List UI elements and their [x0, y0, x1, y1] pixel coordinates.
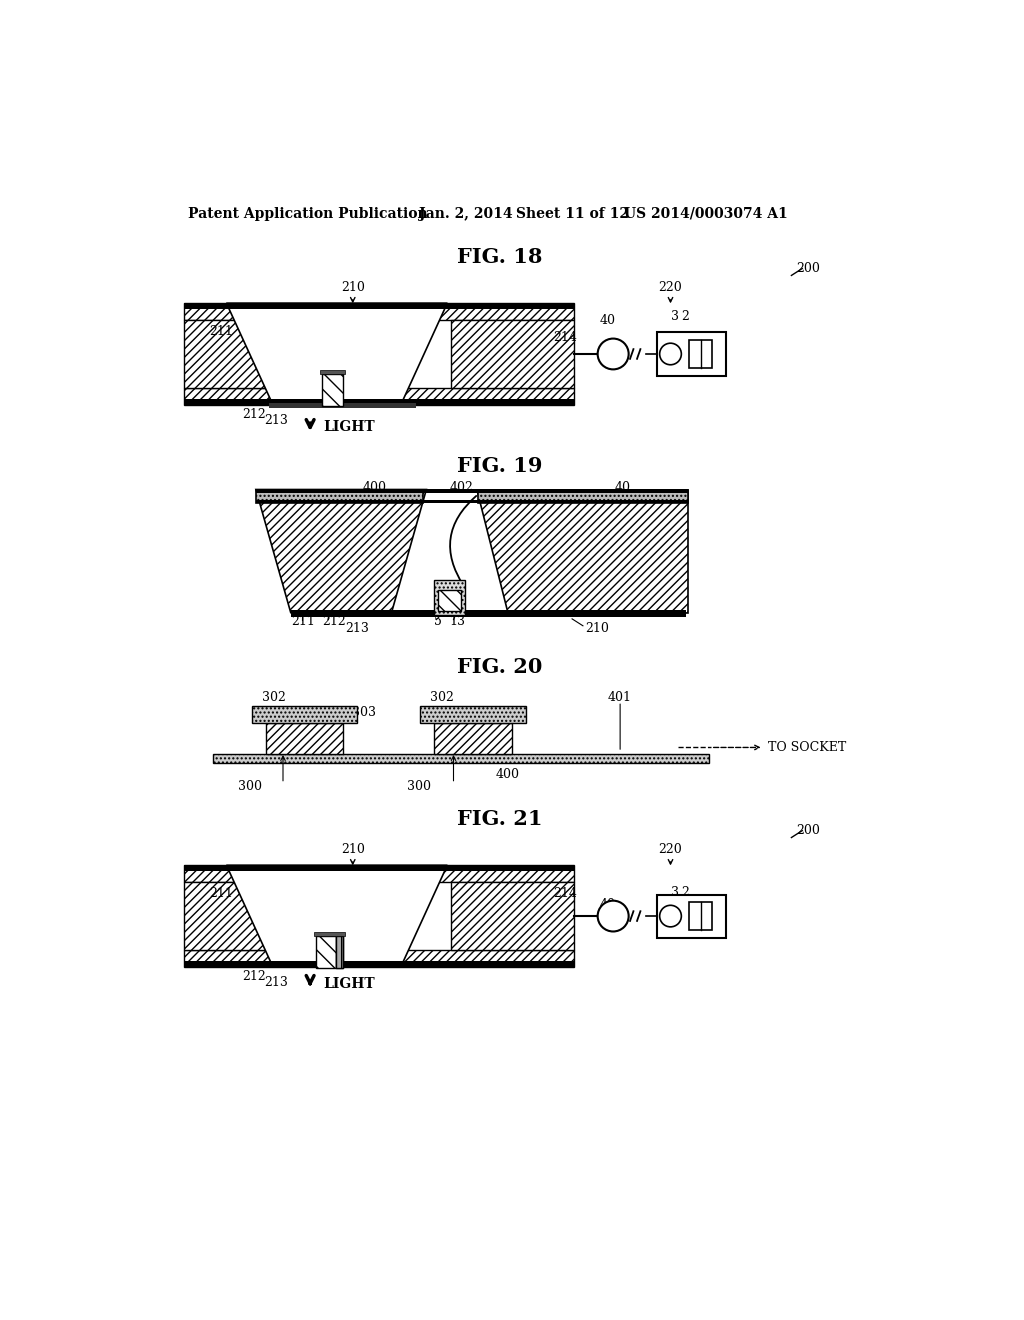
Bar [256, 500, 687, 503]
Bar [438, 590, 461, 611]
Text: Jan. 2, 2014: Jan. 2, 2014 [419, 207, 512, 220]
Text: 200: 200 [796, 261, 820, 275]
Text: 212: 212 [242, 408, 265, 421]
Circle shape [659, 906, 681, 927]
Bar [183, 304, 573, 321]
Bar [420, 706, 525, 723]
Bar [656, 895, 726, 937]
Text: 303: 303 [352, 706, 377, 719]
Polygon shape [183, 321, 335, 388]
Bar [183, 866, 573, 871]
Text: 40: 40 [599, 898, 615, 911]
Bar [434, 723, 512, 754]
Text: Sheet 11 of 12: Sheet 11 of 12 [515, 207, 629, 220]
Bar [183, 950, 573, 966]
Text: 200: 200 [796, 824, 820, 837]
Text: 13: 13 [450, 615, 466, 628]
Polygon shape [452, 321, 573, 388]
Bar [689, 903, 713, 929]
Bar [689, 341, 713, 368]
Polygon shape [226, 866, 447, 966]
Text: FIG. 18: FIG. 18 [458, 247, 543, 267]
Text: 211: 211 [209, 325, 233, 338]
Polygon shape [183, 882, 335, 950]
Bar [478, 490, 687, 503]
Bar [256, 488, 687, 492]
Circle shape [598, 339, 629, 370]
Text: 214: 214 [553, 330, 577, 343]
Text: 5: 5 [434, 615, 442, 628]
Text: 211: 211 [209, 887, 233, 900]
Bar [322, 374, 343, 407]
Text: 300: 300 [239, 780, 262, 793]
Text: 302: 302 [262, 690, 286, 704]
Text: LIGHT: LIGHT [324, 420, 375, 434]
Polygon shape [256, 490, 426, 612]
Bar [183, 399, 573, 405]
Text: FIG. 20: FIG. 20 [458, 656, 543, 677]
Text: 213: 213 [264, 413, 289, 426]
Bar [252, 706, 357, 723]
Text: 401: 401 [608, 690, 632, 704]
Polygon shape [477, 490, 687, 612]
Text: 13: 13 [325, 312, 341, 325]
Bar [321, 370, 345, 374]
Text: 3a: 3a [318, 874, 334, 887]
Bar [269, 404, 417, 408]
Text: 2: 2 [681, 310, 689, 323]
Bar [183, 304, 573, 309]
Text: 2: 2 [681, 887, 689, 899]
Bar [183, 961, 573, 966]
Circle shape [598, 900, 629, 932]
Bar [256, 490, 423, 503]
Polygon shape [452, 882, 573, 950]
Text: FIG. 21: FIG. 21 [458, 809, 543, 829]
Text: 400: 400 [362, 482, 386, 495]
Text: 3: 3 [671, 887, 679, 899]
Text: 213: 213 [345, 622, 369, 635]
Bar [183, 866, 573, 882]
Text: TO SOCKET: TO SOCKET [768, 741, 847, 754]
Bar [315, 936, 336, 969]
Text: 402: 402 [450, 482, 473, 495]
Bar [266, 723, 343, 754]
Text: 212: 212 [322, 615, 345, 628]
Text: 220: 220 [658, 281, 682, 294]
Text: 220: 220 [658, 843, 682, 857]
Text: 214: 214 [553, 887, 577, 900]
Text: US 2014/0003074 A1: US 2014/0003074 A1 [624, 207, 787, 220]
Bar [314, 932, 345, 936]
Bar [183, 388, 573, 405]
Text: 210: 210 [341, 281, 365, 294]
Bar [656, 333, 726, 376]
Text: 5: 5 [316, 312, 325, 325]
Text: 210: 210 [586, 622, 609, 635]
Bar [213, 754, 710, 763]
Bar [336, 936, 343, 969]
Text: FIG. 19: FIG. 19 [458, 457, 543, 477]
Text: Patent Application Publication: Patent Application Publication [188, 207, 428, 220]
Text: 211: 211 [291, 615, 314, 628]
Text: 40: 40 [599, 314, 615, 326]
Text: LIGHT: LIGHT [324, 977, 375, 991]
Text: 5: 5 [310, 874, 317, 887]
Circle shape [659, 343, 681, 364]
Text: 40: 40 [614, 482, 631, 495]
Text: 3: 3 [671, 310, 679, 323]
Bar [291, 610, 686, 616]
Text: 300: 300 [407, 780, 431, 793]
Text: 210: 210 [341, 843, 365, 857]
Text: 212: 212 [242, 970, 265, 982]
Text: 213: 213 [264, 975, 289, 989]
Text: 302: 302 [430, 690, 454, 704]
Polygon shape [226, 304, 447, 405]
Bar [336, 936, 343, 969]
Bar [434, 581, 465, 615]
Text: 9: 9 [337, 874, 345, 887]
Text: 400: 400 [496, 768, 520, 781]
